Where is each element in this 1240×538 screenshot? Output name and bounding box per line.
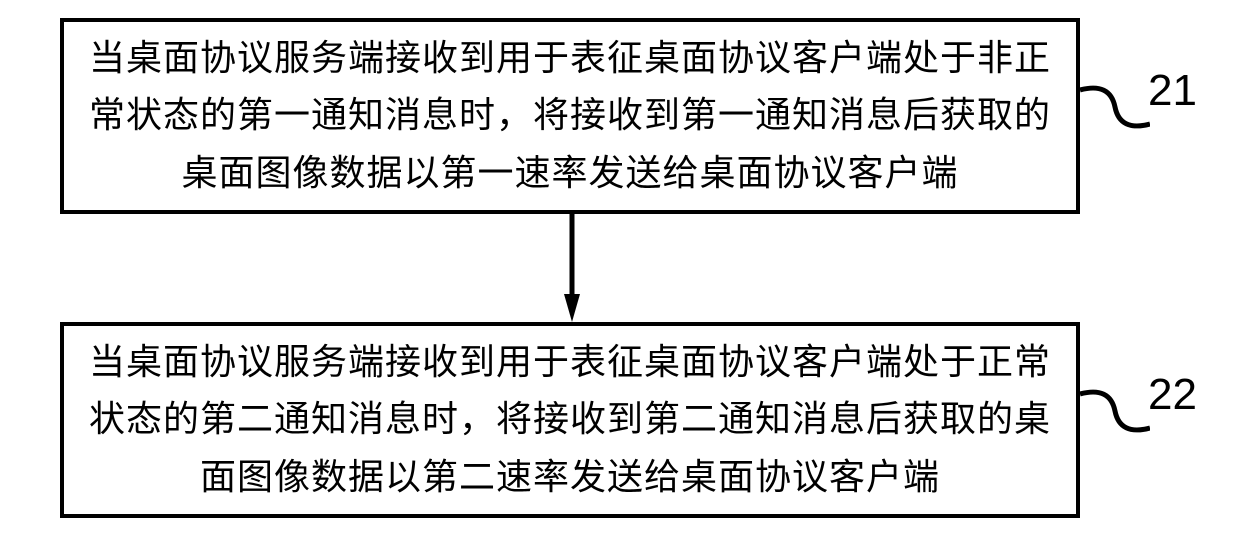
flow-step-text: 当桌面协议服务端接收到用于表征桌面协议客户端处于正常状态的第二通知消息时，将接收…: [88, 334, 1052, 507]
flow-step-box-22: 当桌面协议服务端接收到用于表征桌面协议客户端处于正常状态的第二通知消息时，将接收…: [60, 322, 1080, 518]
flowchart-container: 当桌面协议服务端接收到用于表征桌面协议客户端处于非正常状态的第一通知消息时，将接…: [0, 0, 1240, 538]
connector-bracket-21: [1080, 82, 1150, 132]
flow-step-text: 当桌面协议服务端接收到用于表征桌面协议客户端处于非正常状态的第一通知消息时，将接…: [88, 30, 1052, 203]
step-label-21: 21: [1148, 66, 1197, 116]
flow-step-box-21: 当桌面协议服务端接收到用于表征桌面协议客户端处于非正常状态的第一通知消息时，将接…: [60, 18, 1080, 214]
flow-arrow: [564, 214, 580, 322]
step-label-22: 22: [1148, 370, 1197, 420]
connector-bracket-22: [1080, 386, 1150, 436]
